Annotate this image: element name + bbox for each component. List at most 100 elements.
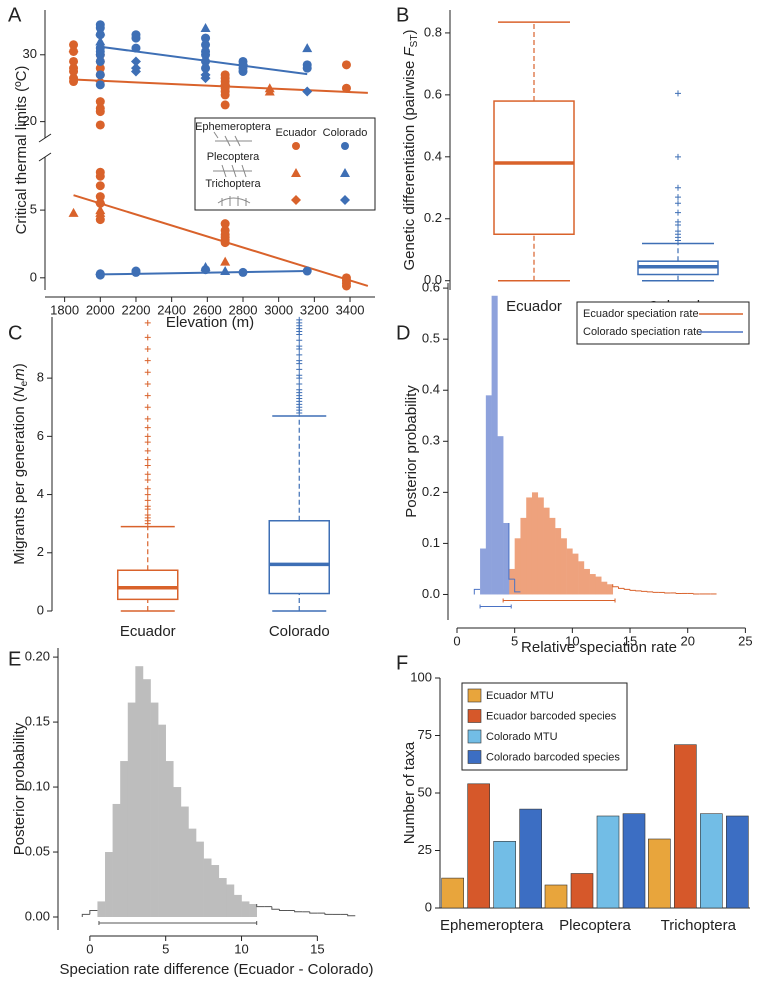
panel-label: B — [396, 4, 409, 26]
point — [200, 73, 211, 84]
point — [68, 207, 79, 217]
point — [220, 219, 230, 229]
point — [95, 97, 105, 107]
histogram-step — [646, 591, 654, 593]
point — [131, 43, 141, 53]
point — [95, 70, 105, 80]
histogram-step — [347, 914, 356, 917]
histogram-step — [514, 579, 521, 593]
outlier — [144, 380, 151, 387]
histogram-bar — [135, 666, 144, 918]
histogram-bar — [249, 904, 257, 918]
legend-label: Colorado MTU — [486, 731, 558, 743]
point — [130, 66, 141, 77]
y-axis-label: Genetic differentiation (pairwise FST) — [401, 30, 420, 271]
histogram-bar — [589, 574, 596, 595]
y-tick-label: 30 — [23, 46, 37, 61]
histogram-bar — [97, 901, 106, 918]
legend-label: Colorado speciation rate — [583, 326, 702, 338]
histogram-step — [641, 590, 648, 592]
hpd-interval — [98, 921, 258, 926]
y-tick-label: 20 — [23, 113, 37, 128]
bar — [674, 744, 697, 909]
histogram-bar — [537, 497, 544, 595]
outlier — [144, 439, 151, 446]
point — [95, 56, 105, 66]
y-tick-label: 6 — [37, 428, 44, 443]
hpd-interval — [479, 604, 512, 609]
y-axis-label: Migrants per generation (Nem) — [11, 363, 30, 565]
bar — [726, 815, 749, 909]
x-tick-label: Trichoptera — [661, 917, 737, 934]
histogram-bar — [196, 841, 204, 918]
point — [220, 90, 230, 100]
x-tick-label: 2800 — [229, 302, 258, 317]
point — [238, 267, 248, 277]
panel-label: C — [8, 322, 22, 344]
point — [95, 63, 105, 73]
histogram-step — [271, 906, 280, 910]
x-tick-label: 2400 — [157, 302, 186, 317]
point — [341, 281, 351, 291]
point — [95, 171, 105, 181]
histogram-bar — [158, 724, 166, 918]
histogram-bar — [497, 436, 504, 595]
x-axis-label: Relative speciation rate — [521, 639, 677, 656]
legend-marker — [291, 168, 301, 177]
panel-label: E — [8, 648, 21, 670]
histogram-step — [89, 910, 98, 915]
legend-label: Plecoptera — [207, 151, 260, 163]
point — [95, 26, 106, 36]
outlier — [144, 503, 151, 510]
x-tick-label: Ecuador — [506, 298, 562, 315]
legend-swatch — [467, 709, 482, 723]
point — [201, 40, 211, 50]
point — [68, 43, 79, 53]
histogram-bar — [150, 702, 159, 918]
y-tick-label: 4 — [37, 486, 44, 501]
point — [131, 33, 141, 43]
y-tick-label: 0.5 — [422, 331, 440, 346]
outlier — [144, 392, 151, 399]
outlier — [144, 346, 151, 353]
histogram-bar — [180, 806, 189, 918]
histogram-step — [324, 913, 333, 915]
point — [341, 83, 351, 93]
outlier — [296, 380, 303, 387]
x-tick-label: 0 — [86, 941, 93, 956]
label-part: e — [19, 380, 30, 386]
x-tick-label: 15 — [623, 633, 637, 648]
legend-label: Ecuador MTU — [486, 690, 554, 702]
histogram-bar — [142, 679, 151, 918]
outlier — [296, 366, 303, 373]
y-tick-label: 0.00 — [25, 908, 50, 923]
histogram-bar — [555, 528, 562, 595]
histogram-bar — [526, 497, 533, 595]
histogram-bar — [127, 702, 136, 918]
bar — [622, 813, 646, 909]
y-tick-label: 100 — [410, 669, 432, 684]
caddisfly-sketch — [217, 196, 251, 206]
point — [220, 266, 231, 276]
outlier — [144, 433, 151, 440]
point — [131, 266, 141, 276]
histogram-step — [612, 584, 619, 588]
outlier — [144, 485, 151, 492]
legend-label: Colorado — [323, 127, 368, 139]
outlier — [296, 351, 303, 358]
y-tick-label: 0.0 — [422, 586, 440, 601]
point — [302, 86, 313, 97]
y-tick-label: 5 — [30, 202, 37, 217]
y-axis-label: Posterior probability — [11, 722, 28, 855]
outlier — [296, 316, 303, 323]
y-tick-label: 0 — [30, 269, 37, 284]
histogram-bar — [583, 568, 590, 595]
bar — [544, 884, 568, 909]
legend-label: Ecuador speciation rate — [583, 308, 699, 320]
legend-swatch — [467, 688, 482, 703]
y-tick-label: 0.10 — [25, 778, 50, 793]
box — [268, 520, 330, 595]
histogram-bar — [211, 865, 220, 918]
x-tick-label: 10 — [565, 633, 579, 648]
